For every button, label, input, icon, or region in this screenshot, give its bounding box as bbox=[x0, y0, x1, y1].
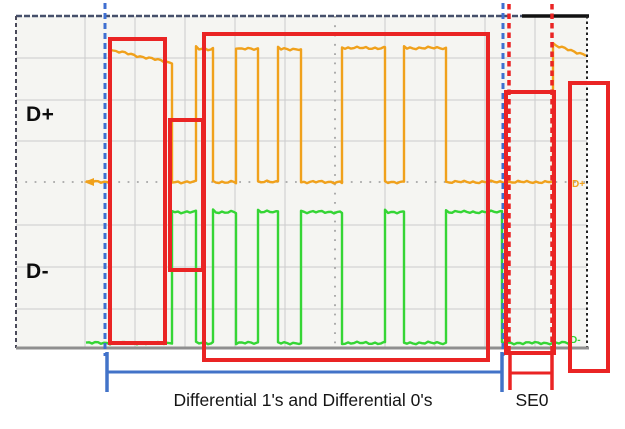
highlight-box-data-pattern bbox=[202, 32, 490, 362]
se0-caption: SE0 bbox=[515, 390, 549, 410]
highlight-box-se0 bbox=[504, 90, 556, 355]
dplus-channel-marker: D+ bbox=[572, 179, 585, 190]
highlight-box-initial-high bbox=[108, 37, 167, 345]
highlight-box-idle bbox=[568, 81, 610, 373]
dminus-channel-label: D- bbox=[26, 260, 50, 283]
highlight-box-first-transition bbox=[168, 118, 205, 272]
dplus-trace-start-arrow bbox=[84, 178, 94, 186]
dminus-channel-marker: D- bbox=[570, 335, 581, 346]
differential-caption: Differential 1's and Differential 0's bbox=[173, 390, 433, 410]
dplus-channel-label: D+ bbox=[26, 103, 55, 126]
